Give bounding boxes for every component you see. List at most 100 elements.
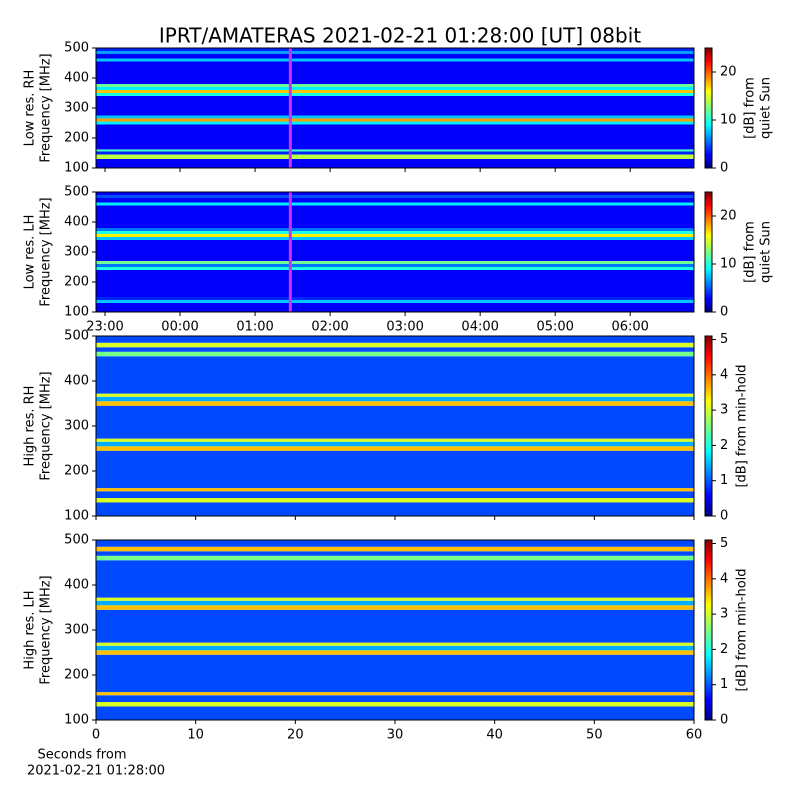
heat-band: [96, 446, 694, 451]
heat-band: [96, 61, 694, 84]
y-tick-label: 400: [64, 215, 89, 230]
heat-band: [96, 237, 694, 240]
heat-band: [96, 159, 694, 168]
y-tick-label: 100: [64, 713, 89, 728]
chart-title: IPRT/AMATERAS 2021-02-21 01:28:00 [UT] 0…: [159, 24, 641, 48]
heat-band: [96, 488, 694, 492]
heat-band: [96, 231, 694, 234]
heat-band: [96, 202, 694, 206]
y-tick-label: 100: [64, 305, 89, 320]
heat-band: [96, 609, 694, 643]
heat-band: [96, 96, 694, 116]
x-tick-label: 02:00: [311, 320, 348, 335]
heat-band: [96, 540, 694, 547]
heat-band: [96, 347, 694, 352]
x-tick-label: 40: [486, 728, 503, 743]
heat-band: [96, 84, 694, 87]
x-tick-label: 04:00: [461, 320, 498, 335]
heat-band: [96, 93, 694, 96]
heat-band: [96, 645, 694, 651]
y-tick-label: 200: [64, 131, 89, 146]
heat-band: [96, 502, 694, 516]
heat-band: [96, 115, 694, 119]
heat-band: [96, 267, 694, 270]
x-axis-label: Seconds from: [37, 748, 126, 763]
heat-band: [96, 118, 694, 122]
heat-band: [96, 393, 694, 397]
colorbar-tick-label: 2: [720, 642, 728, 657]
colorbar: [704, 335, 713, 517]
x-tick-label: 20: [287, 728, 304, 743]
colorbar: [704, 47, 713, 169]
x-tick-label: 03:00: [386, 320, 423, 335]
y-tick-label: 400: [64, 374, 89, 389]
heat-band: [96, 491, 694, 498]
colorbar-tick-label: 20: [720, 65, 737, 80]
heat-band: [96, 297, 694, 300]
heat-band: [96, 51, 694, 54]
colorbar-tick-label: 0: [720, 305, 728, 320]
y-tick-label: 100: [64, 161, 89, 176]
y-tick-label: 500: [64, 185, 89, 200]
heat-band: [96, 642, 694, 646]
heat-band: [96, 154, 694, 159]
heat-band: [96, 90, 694, 93]
y-tick-label: 400: [64, 71, 89, 86]
y-axis-label: Frequency [MHz]: [39, 371, 54, 480]
heat-band: [96, 264, 694, 267]
heat-band: [96, 351, 694, 357]
heat-band: [96, 695, 694, 702]
x-tick-label: 0: [92, 728, 100, 743]
x-tick-label: 10: [187, 728, 204, 743]
heat-band: [96, 124, 694, 150]
colorbar-tick-label: 4: [720, 571, 728, 586]
heat-band: [96, 546, 694, 552]
colorbar-tick-label: 0: [720, 509, 728, 524]
y-tick-label: 200: [64, 464, 89, 479]
colorbar-tick-label: 0: [720, 161, 728, 176]
heat-band: [96, 270, 694, 297]
y-axis-label: Frequency [MHz]: [39, 575, 54, 684]
heat-band: [96, 48, 694, 51]
colorbar-tick-label: 1: [720, 677, 728, 692]
heat-band: [96, 692, 694, 696]
heat-band: [96, 198, 694, 203]
heat-band: [96, 597, 694, 601]
heat-band: [96, 205, 694, 228]
colorbar-tick-label: 1: [720, 473, 728, 488]
colorbar-tick-label: 10: [720, 113, 737, 128]
y-axis-label: Low res. RH: [23, 70, 38, 147]
x-tick-label: 23:00: [86, 320, 123, 335]
colorbar-label: quiet Sun: [759, 77, 774, 139]
colorbar: [704, 191, 713, 313]
colorbar-label: [dB] from: [743, 221, 758, 283]
y-tick-label: 300: [64, 245, 89, 260]
heat-band: [96, 192, 694, 195]
heat-band: [96, 551, 694, 556]
colorbar-tick-label: 5: [720, 536, 728, 551]
heat-band: [96, 149, 694, 152]
y-axis-label: Frequency [MHz]: [39, 53, 54, 162]
colorbar-tick-label: 3: [720, 403, 728, 418]
x-axis-label: 2021-02-21 01:28:00: [27, 764, 165, 779]
heat-band: [96, 555, 694, 561]
colorbar-tick-label: 10: [720, 257, 737, 272]
x-tick-label: 06:00: [611, 320, 648, 335]
y-axis-label: High res. RH: [23, 386, 38, 467]
colorbar-label: [dB] from min-hold: [735, 364, 750, 487]
heat-band: [96, 87, 694, 90]
colorbar-tick-label: 2: [720, 438, 728, 453]
x-tick-label: 01:00: [236, 320, 273, 335]
heat-band: [96, 498, 694, 503]
heat-band: [96, 654, 694, 693]
heat-band: [96, 650, 694, 655]
y-tick-label: 400: [64, 578, 89, 593]
y-tick-label: 200: [64, 668, 89, 683]
heat-band: [96, 54, 694, 59]
heat-band: [96, 151, 694, 155]
y-axis-label: Low res. LH: [23, 215, 38, 290]
heat-band: [96, 240, 694, 261]
y-tick-label: 200: [64, 275, 89, 290]
y-tick-label: 500: [64, 329, 89, 344]
